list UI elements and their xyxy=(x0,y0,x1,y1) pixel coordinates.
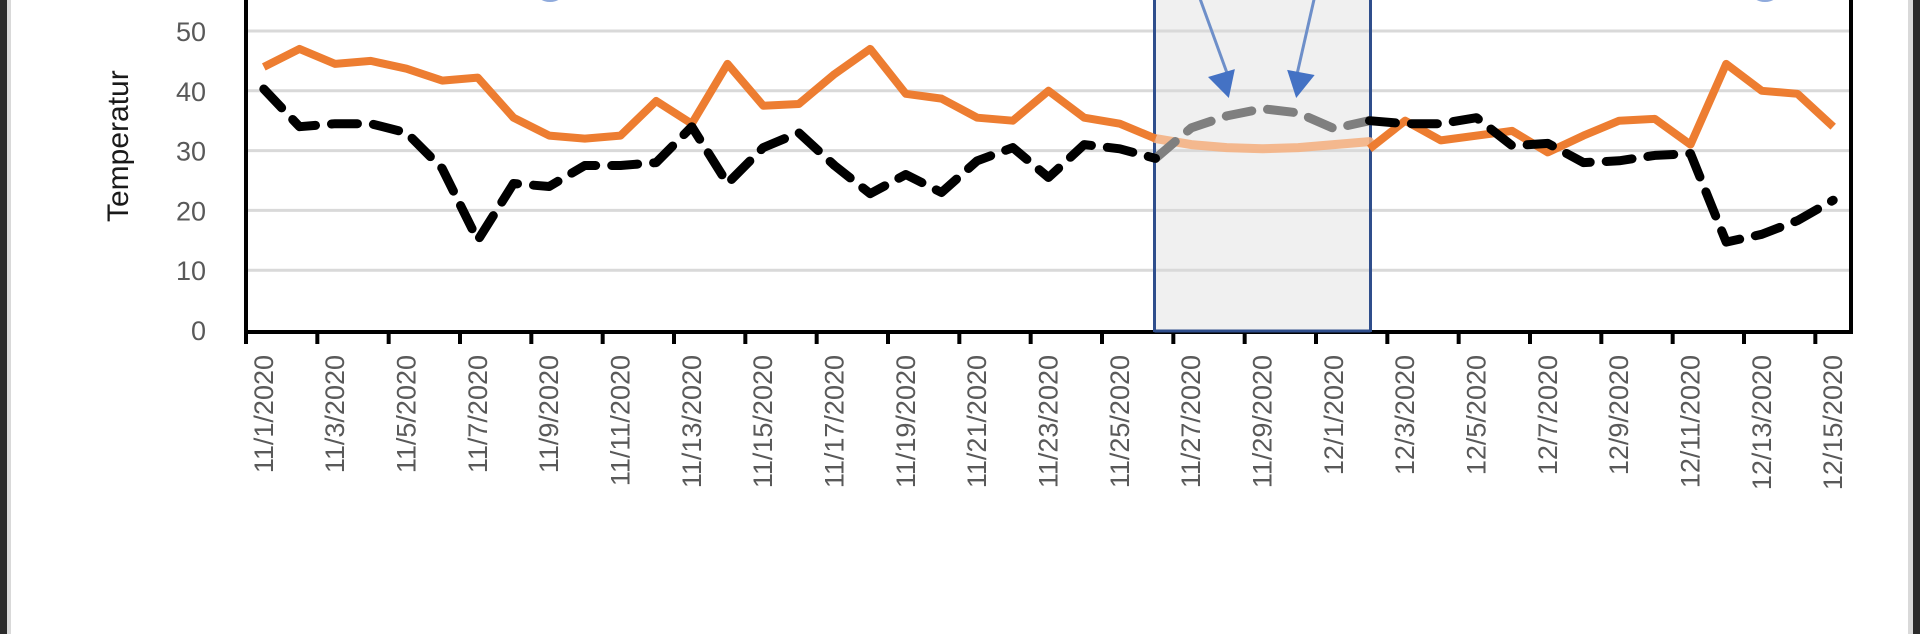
orange-faded-interpolated-line xyxy=(1151,134,1374,154)
outer-frame-left-inner xyxy=(7,0,11,634)
y-tick-label: 0 xyxy=(191,316,206,346)
arrow-shaft xyxy=(1198,0,1231,79)
x-tick-label: 11/13/2020 xyxy=(677,355,707,488)
x-tick-label: 12/3/2020 xyxy=(1390,355,1420,475)
y-axis-tick-labels: 0 10 20 30 40 50 xyxy=(176,17,206,346)
x-tick-label: 11/21/2020 xyxy=(962,355,992,488)
x-tick-label: 12/15/2020 xyxy=(1818,355,1848,490)
y-tick-label: 50 xyxy=(176,17,206,47)
x-tick-label: 12/13/2020 xyxy=(1747,355,1777,490)
x-tick-label: 12/11/2020 xyxy=(1676,355,1706,488)
x-tick-label: 11/3/2020 xyxy=(320,355,350,473)
x-tick-label: 11/17/2020 xyxy=(820,355,850,488)
x-tick-label: 11/1/2020 xyxy=(249,355,279,473)
outer-frame-right-inner xyxy=(1908,0,1913,634)
outer-frame-right xyxy=(1913,0,1920,634)
annotation-arrows xyxy=(1198,0,1316,98)
x-tick-label: 11/19/2020 xyxy=(891,355,921,488)
outer-frame-left xyxy=(0,0,7,634)
black-dashed-line xyxy=(259,84,1160,245)
x-tick-label: 11/25/2020 xyxy=(1105,355,1135,488)
x-tick-label: 11/23/2020 xyxy=(1034,355,1064,488)
orange-solid-line xyxy=(261,44,1158,143)
x-tick-label: 11/7/2020 xyxy=(463,355,493,473)
x-axis-tick-labels: 11/1/2020 11/3/2020 11/5/2020 11/7/2020 11/9… xyxy=(249,355,1848,490)
x-tick-label: 11/27/2020 xyxy=(1176,355,1206,488)
black-dashed-line xyxy=(1365,113,1838,247)
x-tick-label: 11/29/2020 xyxy=(1248,355,1278,488)
x-tick-label: 12/1/2020 xyxy=(1319,355,1349,475)
gridlines xyxy=(246,29,1851,272)
y-tick-label: 20 xyxy=(176,196,206,226)
gray-dashed-interpolated-line xyxy=(1151,104,1374,163)
arrow-shaft xyxy=(1294,0,1316,79)
y-tick-label: 30 xyxy=(176,137,206,167)
x-tick-label: 11/15/2020 xyxy=(748,355,778,488)
cut-off-marker-right xyxy=(1756,0,1774,2)
y-tick-label: 40 xyxy=(176,77,206,107)
orange-solid-line xyxy=(1367,59,1836,157)
x-tick-label: 11/9/2020 xyxy=(534,355,564,473)
x-tick-label: 12/5/2020 xyxy=(1462,355,1492,475)
axes xyxy=(244,0,1853,344)
arrow-head-icon xyxy=(1208,69,1235,98)
cut-off-marker-left xyxy=(541,0,559,2)
arrow-head-icon xyxy=(1287,69,1315,98)
x-tick-label: 11/11/2020 xyxy=(606,355,636,486)
x-tick-label: 12/7/2020 xyxy=(1533,355,1563,475)
data-series xyxy=(259,44,1838,247)
y-tick-label: 10 xyxy=(176,256,206,286)
x-tick-label: 11/5/2020 xyxy=(392,355,422,473)
x-tick-label: 12/9/2020 xyxy=(1604,355,1634,475)
highlight-region xyxy=(1154,0,1371,330)
shaded-region xyxy=(1154,0,1371,330)
y-axis-title: Temperatur xyxy=(102,70,135,222)
